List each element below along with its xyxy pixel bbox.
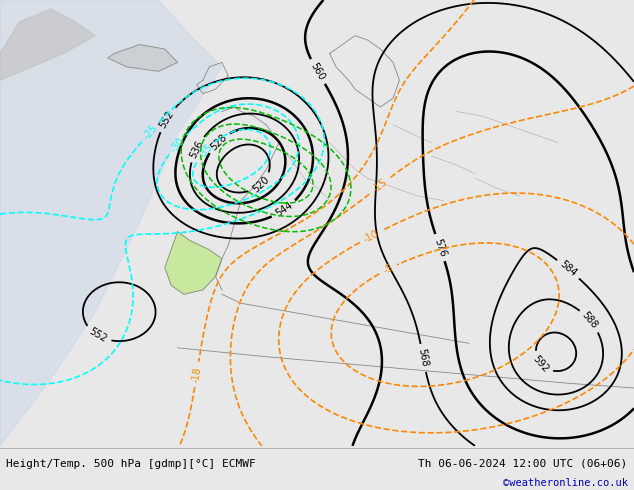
Text: 588: 588	[580, 310, 600, 331]
Text: 544: 544	[274, 200, 295, 219]
Text: ©weatheronline.co.uk: ©weatheronline.co.uk	[503, 478, 628, 489]
Text: -15: -15	[370, 177, 389, 195]
Text: Height/Temp. 500 hPa [gdmp][°C] ECMWF: Height/Temp. 500 hPa [gdmp][°C] ECMWF	[6, 459, 256, 468]
Polygon shape	[0, 0, 222, 446]
Text: 592: 592	[531, 354, 551, 374]
Text: 552: 552	[87, 326, 108, 344]
Text: -35: -35	[197, 142, 215, 160]
Text: -5: -5	[382, 263, 394, 276]
Polygon shape	[0, 9, 95, 80]
Text: 552: 552	[158, 109, 176, 130]
Text: -18: -18	[191, 366, 203, 383]
Text: 560: 560	[309, 61, 327, 82]
Text: 584: 584	[558, 259, 579, 279]
Text: -10: -10	[362, 228, 380, 245]
Polygon shape	[108, 45, 178, 72]
Text: -25: -25	[141, 122, 160, 141]
Text: Th 06-06-2024 12:00 UTC (06+06): Th 06-06-2024 12:00 UTC (06+06)	[418, 459, 628, 468]
Text: 520: 520	[250, 174, 271, 194]
Text: 576: 576	[432, 237, 448, 258]
Text: 528: 528	[208, 132, 228, 152]
Polygon shape	[165, 232, 222, 294]
Text: 568: 568	[417, 348, 430, 368]
Text: -30: -30	[169, 135, 186, 154]
Text: 536: 536	[188, 139, 205, 160]
